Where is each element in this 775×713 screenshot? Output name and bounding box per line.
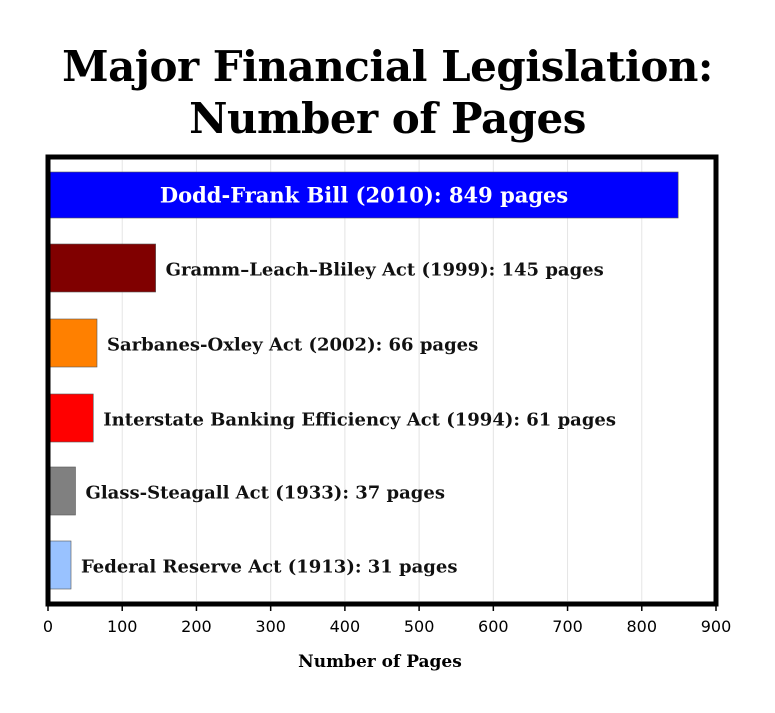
x-tick-label: 300 (255, 617, 286, 636)
x-tick-label: 400 (330, 617, 361, 636)
x-tick-label: 600 (478, 617, 509, 636)
bars: Dodd-Frank Bill (2010): 849 pages Gramm–L… (49, 171, 679, 590)
x-tick-label: 900 (701, 617, 732, 636)
bar-label: Interstate Banking Efficiency Act (1994)… (103, 410, 616, 431)
gridlines (121, 160, 643, 601)
plot-frame (45, 154, 719, 607)
x-tick-label: 800 (627, 617, 658, 636)
bar (49, 318, 98, 368)
x-axis: 0 100 200 300 400 500 600 700 800 900 (43, 604, 731, 636)
bar (49, 171, 679, 219)
x-tick-label: 200 (181, 617, 212, 636)
bar (49, 243, 156, 293)
bar-label: Glass-Steagall Act (1933): 37 pages (85, 483, 445, 504)
bar-label: Dodd-Frank Bill (2010): 849 pages (160, 183, 568, 208)
bar-label: Gramm–Leach–Bliley Act (1999): 145 pages (166, 260, 604, 281)
bar-label: Federal Reserve Act (1913): 31 pages (81, 557, 457, 578)
x-tick-label: 0 (43, 617, 53, 636)
x-axis-title: Number of Pages (298, 652, 462, 672)
x-tick-label: 700 (552, 617, 583, 636)
bar (49, 540, 72, 590)
x-tick-label: 100 (107, 617, 138, 636)
bar (49, 393, 94, 443)
bar (49, 466, 76, 516)
bar-label: Sarbanes-Oxley Act (2002): 66 pages (107, 335, 478, 356)
chart-title-line-1: Major Financial Legislation: (62, 42, 713, 91)
chart-title-line-2: Number of Pages (189, 94, 586, 143)
x-tick-label: 500 (404, 617, 435, 636)
